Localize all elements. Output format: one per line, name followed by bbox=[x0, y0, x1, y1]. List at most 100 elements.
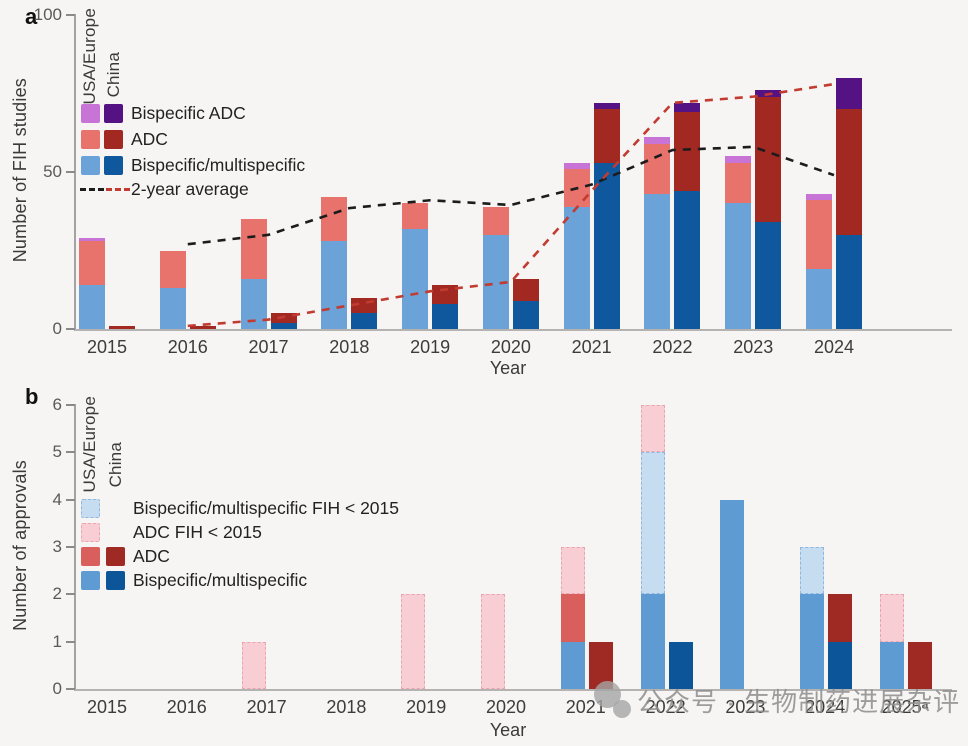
panel-a-y-axis-line bbox=[74, 14, 76, 330]
panel-b-x-axis-title: Year bbox=[489, 720, 527, 740]
legend-dash-sample-usa-europe bbox=[80, 188, 104, 191]
panel-b-x-axis-line bbox=[74, 689, 952, 691]
legend-swatch-china-adc-b bbox=[106, 547, 125, 566]
y-tick-label: 50 bbox=[43, 162, 62, 181]
bar-segment bbox=[720, 499, 745, 689]
legend-swatch-adc-fih-pre2015 bbox=[81, 523, 100, 542]
bar-segment bbox=[908, 641, 932, 689]
y-tick-label: 6 bbox=[52, 395, 62, 414]
watermark-text: 公众号 · 生物制药进展杂评 bbox=[637, 687, 961, 717]
x-tick-label: 2020 bbox=[485, 697, 527, 717]
panel-a-x-axis-line bbox=[74, 329, 952, 331]
bar-segment bbox=[880, 594, 904, 642]
x-tick-label: 2018 bbox=[326, 697, 367, 717]
x-tick-label: 2017 bbox=[248, 337, 289, 357]
legend-swatch-usa-europe-bispecific bbox=[81, 156, 100, 175]
legend-swatch-usa-europe-adc-b bbox=[81, 547, 100, 566]
bar-segment bbox=[560, 641, 585, 689]
panel-b-legend-col-usa-europe: USA/Europe bbox=[80, 396, 99, 493]
legend-swatch-usa-europe-bispecific-adc bbox=[81, 104, 100, 123]
y-tick-label: 4 bbox=[52, 489, 62, 509]
x-tick-label: 2016 bbox=[167, 337, 208, 357]
y-tick-label: 3 bbox=[52, 537, 62, 556]
x-tick-label: 2024 bbox=[805, 697, 846, 717]
bar-segment bbox=[189, 325, 216, 329]
bar-segment bbox=[159, 250, 186, 289]
legend-swatch-usa-europe-adc bbox=[81, 130, 100, 149]
legend-label-adc: ADC bbox=[131, 129, 168, 149]
bar-segment bbox=[560, 547, 585, 595]
y-tick-label: 5 bbox=[52, 442, 62, 462]
bar-segment bbox=[159, 288, 186, 329]
bar-segment bbox=[241, 641, 266, 689]
bar-segment bbox=[481, 594, 505, 689]
x-tick-label: 2016 bbox=[166, 697, 207, 717]
x-tick-label: 2025ᵃ bbox=[881, 697, 929, 717]
y-tick-mark bbox=[66, 688, 75, 690]
legend-label-adc-fih-pre2015: ADC FIH < 2015 bbox=[133, 522, 262, 542]
legend-label-bispecific-b: Bispecific/multispecific bbox=[133, 570, 308, 590]
y-tick-mark bbox=[66, 640, 75, 643]
panel-b-y-axis-line bbox=[74, 404, 76, 690]
x-tick-label: 2021 bbox=[571, 337, 612, 357]
bar-segment bbox=[668, 641, 693, 689]
y-tick-mark bbox=[66, 546, 75, 548]
legend-swatch-bispecific-fih-pre2015 bbox=[81, 499, 100, 518]
y-tick-mark bbox=[66, 498, 75, 501]
bar-segment bbox=[880, 641, 904, 689]
bar-segment bbox=[836, 234, 863, 329]
y-tick-label: 100 bbox=[33, 5, 62, 24]
bar-segment bbox=[828, 594, 853, 642]
bar-segment bbox=[640, 405, 665, 453]
y-tick-mark bbox=[66, 14, 75, 16]
legend-dash-sample-china bbox=[106, 188, 130, 191]
panel-a-label: a bbox=[25, 4, 38, 29]
bar-segment bbox=[109, 325, 135, 329]
bar-segment bbox=[79, 241, 105, 286]
legend-label-adc-b: ADC bbox=[133, 546, 170, 566]
y-tick-mark bbox=[66, 451, 75, 454]
x-tick-label: 2023 bbox=[733, 337, 774, 357]
legend-swatch-usa-europe-bispecific-b bbox=[81, 571, 100, 590]
y-tick-label: 0 bbox=[52, 679, 62, 698]
legend-swatch-china-bispecific bbox=[104, 156, 123, 175]
chat-bubble-small-icon bbox=[613, 700, 631, 718]
legend-swatch-china-bispecific-adc bbox=[104, 104, 123, 123]
legend-swatch-china-adc bbox=[104, 130, 123, 149]
x-tick-label: 2020 bbox=[490, 337, 531, 357]
bar-segment bbox=[401, 594, 426, 689]
y-tick-label: 2 bbox=[52, 584, 62, 604]
bar-segment bbox=[800, 547, 825, 595]
y-tick-mark bbox=[66, 171, 75, 173]
panel-b-label: b bbox=[25, 384, 39, 409]
y-tick-mark bbox=[66, 593, 75, 596]
legend-label-bispecific-fih-pre2015: Bispecific/multispecific FIH < 2015 bbox=[133, 498, 400, 518]
x-tick-label: 2019 bbox=[406, 697, 447, 717]
x-tick-label: 2015 bbox=[86, 337, 128, 357]
panel-a-x-axis-title: Year bbox=[489, 358, 527, 378]
y-tick-label: 0 bbox=[52, 319, 62, 338]
y-tick-mark bbox=[66, 328, 75, 330]
bar-segment bbox=[836, 109, 863, 235]
bar-segment bbox=[79, 237, 105, 242]
bar-segment bbox=[79, 285, 105, 329]
bar-segment bbox=[828, 641, 853, 689]
y-tick-label: 1 bbox=[52, 631, 62, 651]
x-tick-label: 2019 bbox=[410, 337, 451, 357]
x-tick-label: 2018 bbox=[329, 337, 370, 357]
bar-segment bbox=[800, 594, 825, 689]
x-tick-label: 2015 bbox=[86, 697, 128, 717]
y-tick-mark bbox=[66, 404, 75, 406]
legend-swatch-china-bispecific-b bbox=[106, 571, 125, 590]
bar-segment bbox=[640, 452, 665, 595]
bar-segment bbox=[560, 594, 585, 642]
bar-segment bbox=[640, 594, 665, 689]
bar-segment bbox=[836, 77, 863, 110]
x-tick-label: 2022 bbox=[652, 337, 693, 357]
panel-b-legend-col-china: China bbox=[106, 442, 125, 488]
x-tick-label: 2022 bbox=[645, 697, 686, 717]
x-tick-label: 2024 bbox=[813, 337, 855, 357]
x-tick-label: 2017 bbox=[246, 697, 287, 717]
